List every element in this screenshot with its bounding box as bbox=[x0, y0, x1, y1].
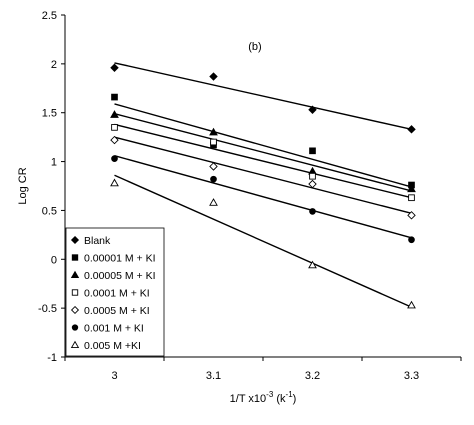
fit-line bbox=[114, 103, 412, 188]
fit-line bbox=[114, 62, 412, 131]
data-point bbox=[111, 155, 118, 162]
y-axis-title: Log CR bbox=[17, 167, 29, 204]
data-point bbox=[110, 135, 119, 145]
data-point bbox=[111, 124, 118, 131]
data-point bbox=[210, 175, 217, 183]
x-tick-label: 3.2 bbox=[305, 370, 320, 382]
y-tick-label: 2 bbox=[51, 59, 57, 71]
data-point bbox=[408, 194, 415, 202]
x-axis-title: 1/T x10-3 (k-1) bbox=[230, 390, 297, 405]
fit-line bbox=[114, 123, 412, 199]
legend-label: 0.0001 M + KI bbox=[84, 288, 150, 300]
data-point bbox=[408, 236, 415, 244]
legend-marker bbox=[70, 270, 80, 278]
data-point bbox=[407, 211, 416, 220]
data-point bbox=[209, 162, 218, 171]
legend-label: Blank bbox=[84, 235, 111, 247]
x-ticks: 3 3.1 3.2 3.3 bbox=[64, 357, 462, 382]
panel-annotation: (b) bbox=[248, 41, 261, 53]
fit-line bbox=[114, 136, 412, 215]
x-axis-title-unit-exponent: -1 bbox=[286, 390, 294, 399]
fit-line bbox=[114, 174, 412, 308]
data-point bbox=[308, 260, 317, 269]
x-axis-title-exponent: -3 bbox=[266, 390, 274, 399]
fit-line bbox=[114, 113, 412, 192]
legend-marker bbox=[71, 254, 79, 261]
data-point bbox=[309, 208, 316, 215]
legend-label: 0.0005 M + KI bbox=[84, 305, 150, 317]
legend-label: 0.00005 M + KI bbox=[84, 270, 156, 282]
data-point bbox=[210, 138, 217, 146]
x-tick-label: 3 bbox=[111, 370, 117, 382]
data-point bbox=[308, 105, 317, 115]
y-tick-label: 0 bbox=[51, 254, 57, 266]
x-axis-title-unit-close: ) bbox=[293, 393, 297, 405]
data-point bbox=[110, 110, 119, 118]
x-axis-title-unit-open: (k bbox=[273, 393, 286, 405]
legend-marker bbox=[71, 324, 79, 331]
legend-label: 0.005 M +KI bbox=[84, 340, 141, 352]
data-point bbox=[110, 178, 119, 187]
data-point bbox=[111, 93, 118, 101]
data-point bbox=[209, 72, 218, 81]
y-tick-label: 0.5 bbox=[42, 205, 57, 217]
data-point bbox=[308, 179, 317, 189]
data-point bbox=[407, 300, 416, 309]
data-point bbox=[407, 184, 416, 193]
data-point bbox=[209, 198, 218, 206]
y-tick-label: 2.5 bbox=[42, 10, 57, 22]
fit-lines bbox=[114, 62, 412, 308]
legend-marker bbox=[70, 305, 80, 315]
data-point bbox=[309, 147, 316, 155]
fit-line bbox=[114, 155, 412, 239]
legend-label: 0.001 M + KI bbox=[84, 323, 144, 335]
legend: Blank 0.00001 M + KI 0.00005 M + KI 0.0001 … bbox=[65, 227, 165, 357]
legend-marker bbox=[70, 235, 80, 245]
data-point bbox=[309, 172, 316, 180]
x-axis-title-main: 1/T x10 bbox=[230, 393, 267, 405]
legend-label: 0.00001 M + KI bbox=[84, 253, 156, 265]
y-ticks: -1 -0.5 0 0.5 1 1.5 2 2.5 bbox=[38, 10, 65, 364]
data-point bbox=[110, 63, 119, 73]
legend-box bbox=[65, 227, 165, 357]
y-tick-label: -1 bbox=[47, 352, 57, 364]
data-point bbox=[209, 127, 218, 136]
x-tick-label: 3.1 bbox=[206, 370, 221, 382]
y-tick-label: 1.5 bbox=[42, 108, 57, 120]
x-tick-label: 3.3 bbox=[404, 370, 419, 382]
legend-marker bbox=[71, 289, 79, 296]
data-point bbox=[407, 125, 416, 134]
y-tick-label: -0.5 bbox=[38, 303, 57, 315]
y-tick-label: 1 bbox=[51, 157, 57, 169]
legend-marker bbox=[70, 340, 80, 348]
data-points bbox=[110, 63, 416, 309]
